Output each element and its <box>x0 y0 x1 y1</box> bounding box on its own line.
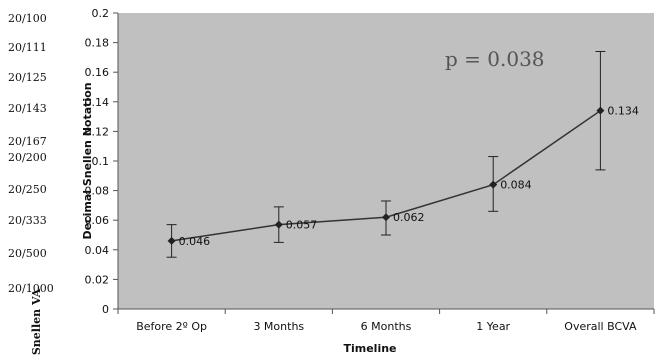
x-tick-label: 3 Months <box>253 320 304 333</box>
data-label: 0.062 <box>393 211 425 224</box>
snellen-tick-label: 20/143 <box>8 102 47 115</box>
x-tick-label: Before 2º Op <box>136 320 207 333</box>
data-label: 0.057 <box>286 219 318 232</box>
data-point <box>274 220 283 229</box>
y-tick-label: 0.08 <box>85 185 110 198</box>
data-point <box>596 106 605 115</box>
series-line: 0.046 0.057 0.062 0.084 0.134 <box>166 50 639 258</box>
y-tick-label: 0.14 <box>85 96 110 109</box>
y-tick-label: 0.06 <box>85 214 110 227</box>
p-value-annotation: p = 0.038 <box>445 47 545 71</box>
y-axis: 0 0.02 0.04 0.06 0.08 0.1 0.12 0.14 0.16 0.18 0.2 <box>85 7 119 316</box>
data-point <box>167 236 176 245</box>
x-tick-label: Overall BCVA <box>564 320 637 333</box>
y-tick-label: 0.1 <box>92 155 110 168</box>
snellen-axis-label: Snellen VA <box>30 288 43 355</box>
x-axis: Before 2º Op 3 Months 6 Months 1 Year Overal… <box>117 308 655 333</box>
y-tick-label: 0.12 <box>85 125 110 138</box>
y-tick-label: 0 <box>102 303 109 316</box>
data-label: 0.046 <box>179 235 211 248</box>
y-tick-label: 0.04 <box>85 244 110 257</box>
y-axis-label: Decimal Snellen Notation <box>81 82 94 239</box>
y-tick-label: 0.16 <box>85 66 110 79</box>
snellen-tick-label: 20/100 <box>8 12 47 25</box>
data-point <box>489 180 498 189</box>
snellen-tick-label: 20/167 <box>8 135 47 148</box>
data-label: 0.134 <box>607 105 639 118</box>
x-tick-label: 1 Year <box>476 320 510 333</box>
y-tick-label: 0.02 <box>85 273 110 286</box>
snellen-axis: 20/100 20/111 20/125 20/143 20/167 20/200 20/2… <box>8 12 54 295</box>
data-point <box>382 213 390 222</box>
y-tick-label: 0.2 <box>92 7 110 20</box>
snellen-tick-label: 20/125 <box>8 71 47 84</box>
plot-area <box>118 13 654 309</box>
snellen-tick-label: 20/111 <box>8 41 47 54</box>
snellen-tick-label: 20/1000 <box>8 282 54 295</box>
snellen-tick-label: 20/250 <box>8 183 47 196</box>
snellen-tick-label: 20/200 <box>8 151 47 164</box>
x-tick-label: 6 Months <box>361 320 412 333</box>
snellen-tick-label: 20/500 <box>8 247 47 260</box>
snellen-tick-label: 20/333 <box>8 214 47 227</box>
y-tick-label: 0.18 <box>85 37 110 50</box>
data-label: 0.084 <box>500 179 532 192</box>
x-axis-label: Timeline <box>343 342 396 355</box>
